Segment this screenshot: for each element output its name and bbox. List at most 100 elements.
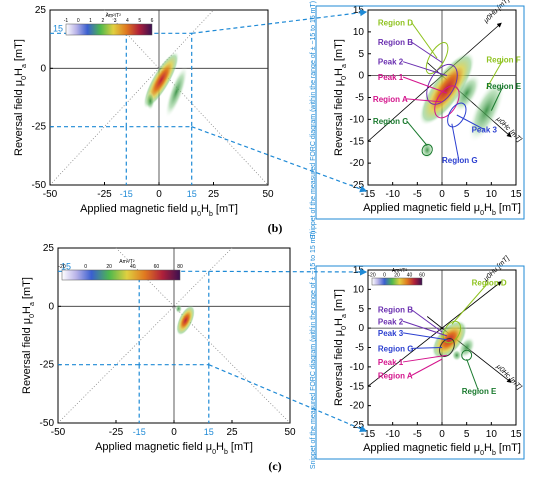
- zoom-x-tick-label: 5: [464, 189, 470, 200]
- region-arrow: [466, 358, 480, 392]
- region-arrow: [490, 85, 504, 111]
- zoom-x-tick-label: 15: [510, 189, 522, 200]
- region-arrow: [402, 61, 448, 77]
- zoom-x-tick-label: 0: [439, 189, 445, 200]
- y-tick-label: 25: [43, 243, 55, 254]
- zoom-y-tick-label: -5: [355, 93, 364, 104]
- svg-text:Applied magnetic field μ0Hb [m: Applied magnetic field μ0Hb [mT]: [80, 203, 238, 218]
- y-tick-label: 0: [40, 63, 46, 74]
- zoom-y-tick-label: 15: [353, 5, 365, 16]
- region-arrow: [406, 98, 443, 103]
- blue-x-tick-label: -15: [133, 427, 146, 437]
- blue-x-tick-label: -15: [120, 189, 133, 199]
- region-arrow: [406, 120, 428, 146]
- snippet-note: Snippet of the measured FORC diagram (wi…: [310, 231, 317, 469]
- region-outline: [426, 63, 458, 105]
- zoom-panel: μ0Hu [mT]μ0Hc [mT]-15 -10 -5 0 5 10 15151050-5…: [333, 254, 523, 456]
- zoom-x-tick-label: 5: [464, 429, 470, 440]
- zoom-colorbar-tick: -20: [368, 273, 375, 279]
- zoom-blob-1: [419, 51, 475, 126]
- zoom-y-tick-label: -25: [350, 420, 365, 431]
- svg-text:Reversal field μ0Ha [mT]: Reversal field μ0Ha [mT]: [333, 289, 348, 406]
- region-arrow: [402, 76, 448, 94]
- colorbar-tick: 80: [177, 264, 183, 270]
- colorbar-unit: Am²/T²: [119, 259, 135, 265]
- svg-text:Reversal field μ0Ha [mT]: Reversal field μ0Ha [mT]: [21, 277, 36, 394]
- region-label: Region B: [378, 38, 413, 47]
- region-arrow: [451, 123, 460, 161]
- svg-text:Reversal field μ0Ha [mT]: Reversal field μ0Ha [mT]: [333, 39, 348, 156]
- region-outline: [461, 349, 473, 361]
- region-label: Peak 2: [378, 317, 404, 326]
- zoom-x-tick-label: -10: [385, 429, 400, 440]
- colorbar-tick: 60: [154, 264, 160, 270]
- zoom-blob-4: [421, 141, 434, 159]
- zoom-connector-top: [208, 268, 368, 276]
- svg-text:Applied magnetic field μ0Hb [m: Applied magnetic field μ0Hb [mT]: [363, 202, 521, 217]
- x-tick-label: -25: [97, 189, 112, 200]
- region-label: Region E: [486, 82, 521, 91]
- y-tick-label: -50: [32, 180, 47, 191]
- zoom-blob-1: [431, 320, 468, 360]
- forc-blob-2: [175, 304, 183, 314]
- x-tick-label: 0: [156, 189, 162, 200]
- region-outline: [434, 85, 460, 119]
- zoom-colorbar-unit: Am²/T²: [392, 268, 408, 274]
- region-outline: [421, 143, 433, 157]
- region-label: Peak 1: [378, 73, 404, 82]
- snippet-note: Snippet of the measured FORC diagram (wi…: [310, 1, 317, 239]
- colorbar-tick: 6: [151, 18, 154, 24]
- region-label: Region A: [373, 95, 408, 104]
- colorbar-tick: 0: [77, 18, 80, 24]
- zoom-blob-2: [467, 78, 505, 143]
- region-label: Region B: [378, 306, 413, 315]
- x-tick-label: 50: [284, 427, 296, 438]
- forc-blob-3: [145, 91, 155, 111]
- region-arrow: [411, 347, 443, 349]
- colorbar-unit: Am²/T²: [106, 13, 122, 19]
- svg-text:Reversal field μ0Ha [mT]: Reversal field μ0Ha [mT]: [13, 39, 28, 156]
- colorbar-tick: 0: [84, 264, 87, 270]
- zoom-y-tick-label: -10: [350, 362, 365, 373]
- colorbar-tick: 3: [114, 18, 117, 24]
- zoom-x-tick-label: -10: [385, 189, 400, 200]
- y-tick-label: 25: [35, 5, 47, 16]
- colorbar-tick: 4: [126, 18, 129, 24]
- zoom-y-tick-label: -20: [350, 401, 365, 412]
- zoom-x-tick-label: -15: [361, 189, 376, 200]
- y-tick-label: -25: [32, 122, 47, 133]
- zoom-outer-frame: [315, 265, 525, 460]
- zoom-y-tick-label: -25: [350, 180, 365, 191]
- region-label: Region G: [378, 344, 414, 353]
- panel-label: (b): [268, 221, 283, 235]
- region-arrow: [456, 114, 485, 130]
- zoom-connector-top: [191, 9, 368, 34]
- zoom-colorbar: [371, 277, 423, 286]
- zoom-outer-frame: [315, 5, 525, 220]
- region-label: Peak 2: [378, 58, 404, 67]
- region-arrow: [451, 282, 489, 325]
- colorbar: [61, 269, 181, 281]
- zoom-y-tick-label: -20: [350, 158, 365, 169]
- region-arrow: [411, 358, 443, 376]
- zoom-x-tick-label: 10: [486, 189, 498, 200]
- region-label: Region A: [378, 372, 413, 381]
- zoom-box: [125, 32, 193, 128]
- region-label: Region F: [486, 56, 520, 65]
- region-arrow: [402, 332, 448, 341]
- colorbar-tick: -1: [64, 18, 69, 24]
- zoom-y-tick-label: 10: [353, 284, 365, 295]
- zoom-y-tick-label: 5: [358, 304, 364, 315]
- diagonal-hc: [115, 247, 291, 424]
- x-tick-label: -50: [51, 427, 66, 438]
- region-label: Peak 1: [378, 358, 404, 367]
- zoom-y-tick-label: -5: [355, 343, 364, 354]
- region-arrow: [485, 59, 504, 89]
- zoom-colorbar-tick: 60: [419, 273, 425, 279]
- colorbar-tick: 1: [89, 18, 92, 24]
- hu-axis: [367, 281, 502, 387]
- zoom-colorbar-tick: 40: [407, 273, 413, 279]
- zoom-connector-bottom: [208, 364, 368, 432]
